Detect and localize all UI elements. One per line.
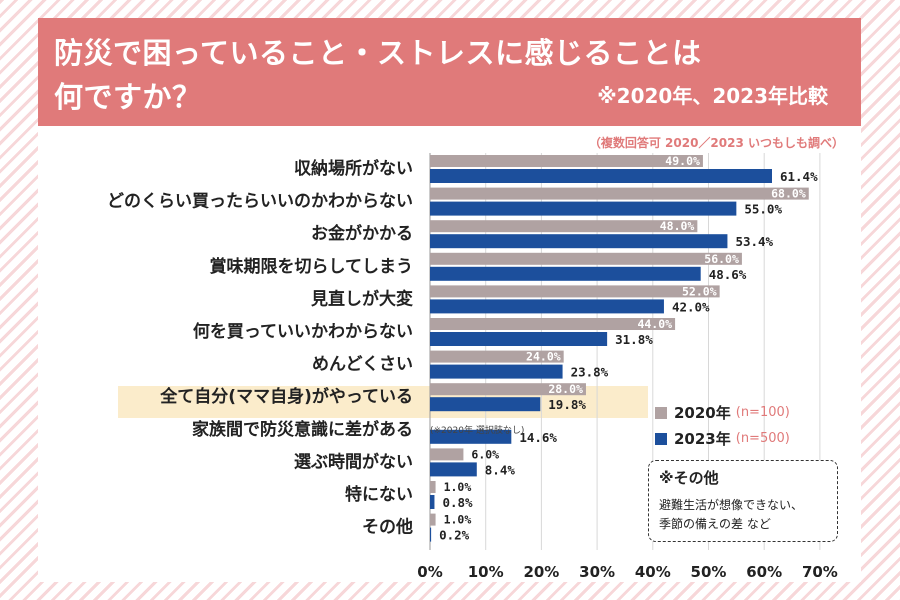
bar-2020 xyxy=(430,155,703,167)
value-label-2023: 61.4% xyxy=(780,169,818,184)
category-label: 全て自分(ママ自身)がやっている xyxy=(159,386,413,407)
x-tick-label: 30% xyxy=(579,563,615,581)
value-label-2020: 52.0% xyxy=(682,284,717,298)
bar-2023 xyxy=(430,299,664,314)
category-label: めんどくさい xyxy=(312,355,413,375)
legend-n-2023: (n=500) xyxy=(735,431,790,446)
category-label: 賞味期限を切らしてしまう xyxy=(210,256,414,277)
survey-note: （複数回答可 2020／2023 いつもしも調べ） xyxy=(588,136,844,150)
bar-2023 xyxy=(430,364,563,379)
legend-label-2023: 2023年 xyxy=(674,430,731,448)
legend-n-2020: (n=100) xyxy=(735,405,790,420)
bar-2020 xyxy=(430,220,698,233)
page-title-line2: 何ですか？ xyxy=(54,80,202,114)
bar-2023 xyxy=(430,397,541,412)
other-answers-text: 避難生活が想像できない、 季節の備えの差 など xyxy=(659,496,827,534)
value-label-2020: 1.0% xyxy=(444,513,472,527)
bar-2020 xyxy=(430,350,564,363)
other-answers-box: ※その他 避難生活が想像できない、 季節の備えの差 など xyxy=(648,460,838,542)
x-tick-label: 10% xyxy=(468,563,504,581)
bar-2020 xyxy=(430,383,586,396)
bar-2023 xyxy=(430,429,512,444)
no-option-2020-note: (※2020年 選択肢なし) xyxy=(430,426,525,436)
bar-2023 xyxy=(430,234,728,249)
category-label: 選ぶ時間がない xyxy=(294,451,413,472)
bar-2020 xyxy=(430,448,464,461)
category-label: 見直しが大変 xyxy=(310,288,413,309)
compare-note: ※2020年、2023年比較 xyxy=(597,84,828,108)
value-label-2020: 44.0% xyxy=(637,317,672,331)
bar-2020 xyxy=(430,481,436,493)
value-label-2023: 8.4% xyxy=(485,462,516,477)
x-tick-label: 60% xyxy=(746,563,782,581)
value-label-2020: 1.0% xyxy=(444,480,472,494)
bar-2023 xyxy=(430,527,432,542)
value-label-2023: 19.8% xyxy=(548,397,586,412)
value-label-2023: 0.8% xyxy=(442,495,473,510)
value-label-2020: 24.0% xyxy=(526,350,561,364)
bar-2020 xyxy=(430,187,809,200)
legend-label-2020: 2020年 xyxy=(674,404,731,422)
bar-2023 xyxy=(430,495,435,509)
category-label: その他 xyxy=(362,517,413,538)
value-label-2023: 31.8% xyxy=(615,332,653,347)
value-label-2020: 28.0% xyxy=(548,382,583,396)
x-tick-label: 20% xyxy=(523,563,559,581)
other-answers-line2: 季節の備えの差 など xyxy=(659,517,771,531)
legend-2020: 2020年 (n=100) xyxy=(655,402,790,423)
bar-2020 xyxy=(430,285,720,298)
value-label-2023: 0.2% xyxy=(439,528,470,543)
value-label-2023: 14.6% xyxy=(519,430,557,445)
value-label-2020: 6.0% xyxy=(471,447,499,461)
value-label-2020: 56.0% xyxy=(704,252,739,266)
x-tick-label: 40% xyxy=(635,563,671,581)
legend-swatch-2020 xyxy=(655,406,667,419)
category-label: 特にない xyxy=(345,484,413,505)
bar-2023 xyxy=(430,169,772,183)
value-label-2020: 48.0% xyxy=(660,219,695,233)
value-label-2023: 48.6% xyxy=(709,267,747,282)
value-label-2020: 49.0% xyxy=(665,154,700,168)
value-label-2023: 42.0% xyxy=(672,299,710,314)
bar-2020 xyxy=(430,513,436,526)
bar-2023 xyxy=(430,266,701,281)
value-label-2023: 53.4% xyxy=(735,234,773,249)
bar-2020 xyxy=(430,252,742,265)
x-tick-label: 50% xyxy=(691,563,727,581)
category-label: 家族間で防災意識に差がある xyxy=(192,419,413,440)
category-label: 何を買っていいかわからない xyxy=(193,321,413,342)
header-banner xyxy=(38,18,861,126)
category-label: お金がかかる xyxy=(311,223,413,244)
value-label-2023: 23.8% xyxy=(571,365,609,380)
x-tick-label: 0% xyxy=(417,563,442,581)
page-title-line1: 防災で困っていること・ストレスに感じることは xyxy=(54,36,702,70)
other-answers-title: ※その他 xyxy=(659,469,719,487)
bar-2023 xyxy=(430,462,477,477)
value-label-2020: 68.0% xyxy=(771,187,806,201)
bar-2023 xyxy=(430,332,608,346)
bar-2023 xyxy=(430,201,737,216)
legend-swatch-2023 xyxy=(655,432,667,445)
category-label: どのくらい買ったらいいのかわからない xyxy=(107,192,413,212)
legend-2023: 2023年 (n=500) xyxy=(655,428,790,449)
x-tick-label: 70% xyxy=(802,563,838,581)
category-label: 収納場所がない xyxy=(294,158,413,179)
other-answers-line1: 避難生活が想像できない、 xyxy=(659,498,804,512)
bar-2020 xyxy=(430,318,676,330)
value-label-2023: 55.0% xyxy=(744,202,782,217)
